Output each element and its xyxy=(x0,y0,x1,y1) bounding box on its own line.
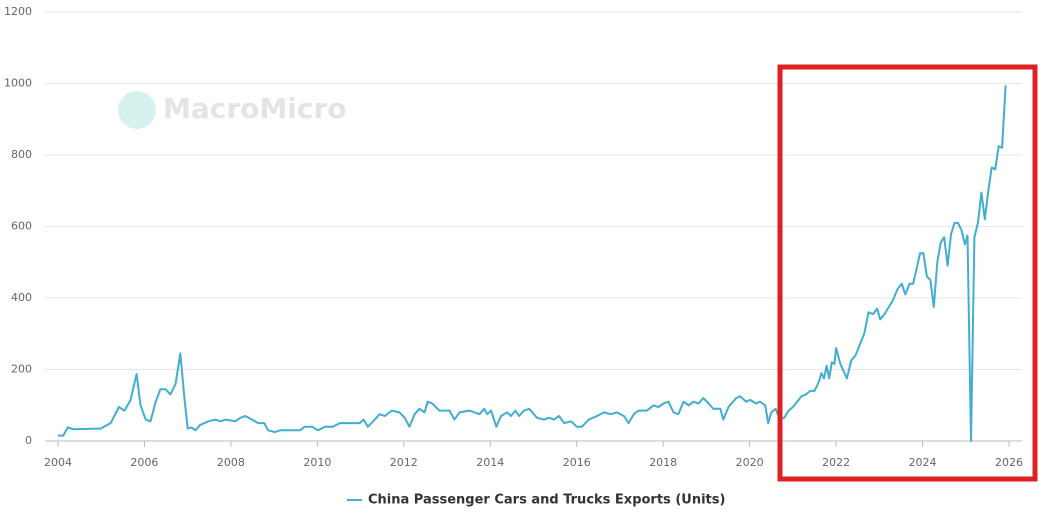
watermark: MacroMicro xyxy=(163,92,347,125)
x-tick-label: 2024 xyxy=(909,456,937,469)
legend-label: China Passenger Cars and Trucks Exports … xyxy=(368,493,725,508)
y-tick-label: 600 xyxy=(11,220,32,233)
y-tick-label: 1200 xyxy=(4,5,32,18)
watermark-logo xyxy=(118,91,156,129)
x-tick-label: 2026 xyxy=(995,456,1023,469)
legend-item: China Passenger Cars and Trucks Exports … xyxy=(347,493,725,508)
x-tick-label: 2008 xyxy=(217,456,245,469)
y-tick-label: 400 xyxy=(11,291,32,304)
x-tick-label: 2012 xyxy=(390,456,418,469)
y-tick-label: 0 xyxy=(25,434,32,447)
x-tick-label: 2016 xyxy=(563,456,591,469)
y-tick-label: 800 xyxy=(11,148,32,161)
x-tick-label: 2022 xyxy=(822,456,850,469)
highlight-box xyxy=(777,64,1038,482)
x-tick-label: 2006 xyxy=(130,456,158,469)
x-tick-label: 2014 xyxy=(476,456,504,469)
y-tick-label: 1000 xyxy=(4,77,32,90)
x-tick-label: 2010 xyxy=(303,456,331,469)
x-tick-label: 2004 xyxy=(44,456,72,469)
x-tick-label: 2020 xyxy=(736,456,764,469)
x-tick-label: 2018 xyxy=(649,456,677,469)
y-tick-label: 200 xyxy=(11,363,32,376)
series-line xyxy=(58,85,1007,442)
